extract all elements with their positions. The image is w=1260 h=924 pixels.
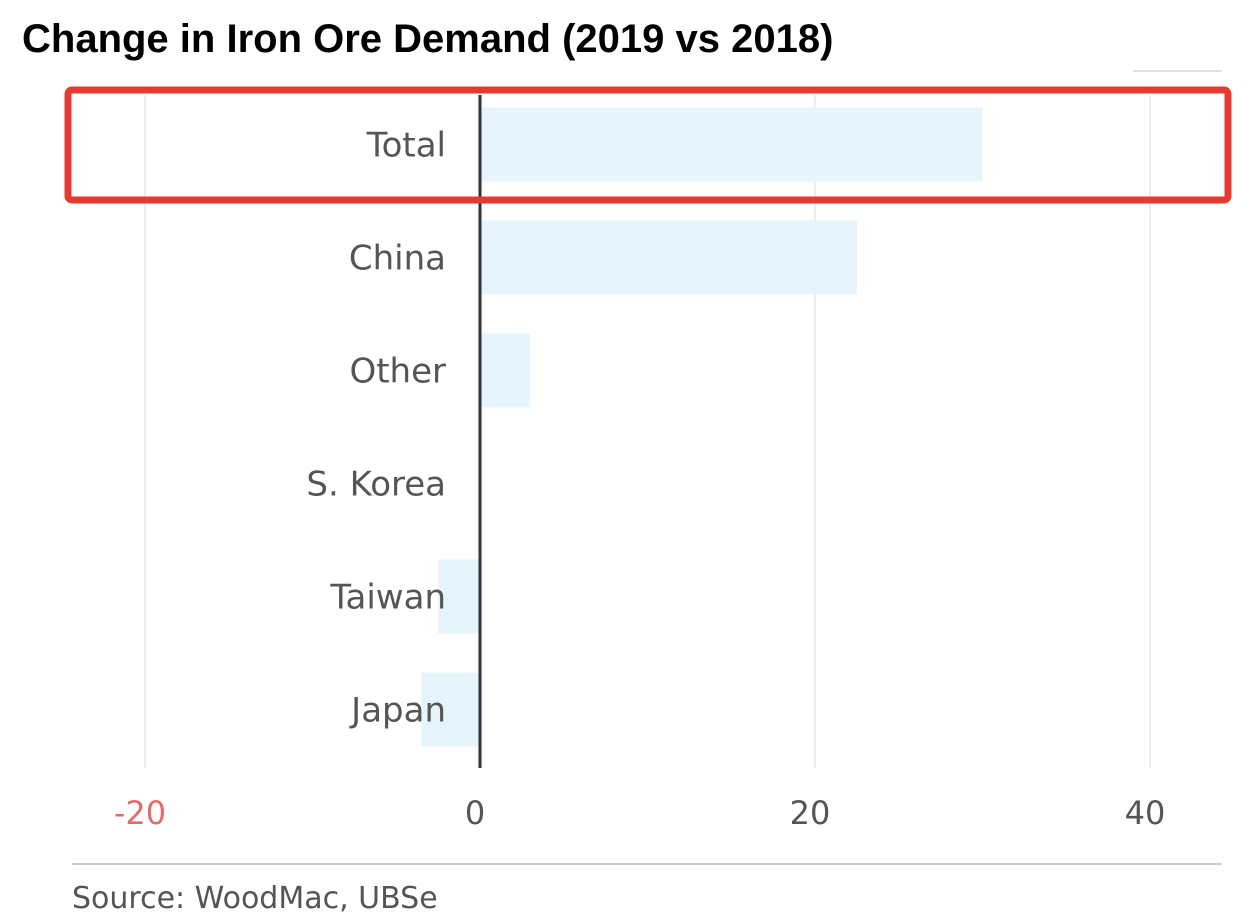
bar-other: [480, 333, 531, 408]
source-note: Source: WoodMac, UBSe: [72, 881, 438, 916]
category-label-total: Total: [366, 126, 446, 166]
category-labels: Total China Other S. Korea Taiwan Japan: [306, 126, 446, 731]
bars: [421, 107, 983, 747]
category-label-japan: Japan: [349, 691, 446, 731]
x-tick-label: -20: [114, 794, 166, 832]
x-tick-label: 40: [1125, 794, 1166, 832]
x-tick-labels: -20 0 20 40: [114, 794, 1165, 832]
gridlines: [144, 95, 1151, 768]
category-label-other: Other: [349, 352, 446, 392]
bar-total: [480, 107, 983, 182]
category-label-china: China: [349, 239, 446, 279]
bar-japan: [421, 672, 480, 747]
x-tick-label: 20: [790, 794, 831, 832]
category-label-s-korea: S. Korea: [306, 465, 446, 505]
total-highlight-box: [64, 86, 1232, 204]
x-tick-label: 0: [465, 794, 485, 832]
bar-taiwan: [438, 559, 480, 634]
category-label-taiwan: Taiwan: [329, 578, 446, 618]
chart-title: Change in Iron Ore Demand (2019 vs 2018): [22, 17, 833, 61]
bar-china: [480, 220, 857, 295]
